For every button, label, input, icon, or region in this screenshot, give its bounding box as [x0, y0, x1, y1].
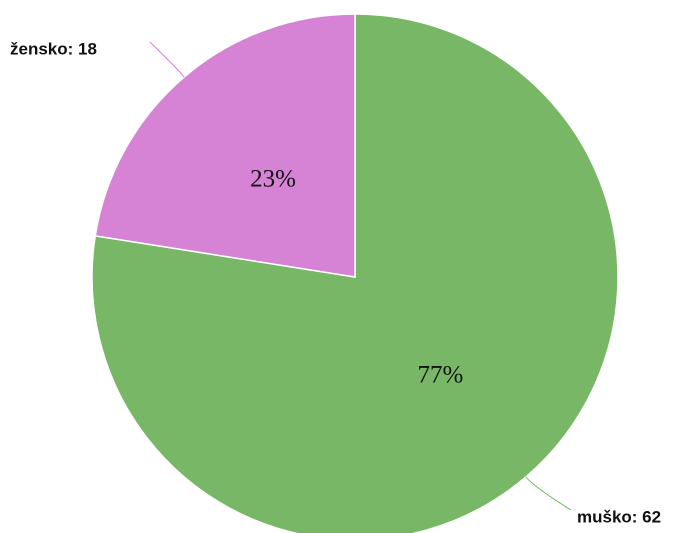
percent-label: 23%	[250, 166, 296, 193]
slice-label: žensko: 18	[10, 39, 97, 58]
pie-slice	[94, 13, 356, 278]
leader-line	[525, 476, 572, 511]
percent-label: 77%	[417, 362, 463, 389]
leader-line	[149, 41, 185, 78]
slice-label: muško: 62	[577, 507, 661, 526]
pie-slice	[91, 13, 619, 533]
